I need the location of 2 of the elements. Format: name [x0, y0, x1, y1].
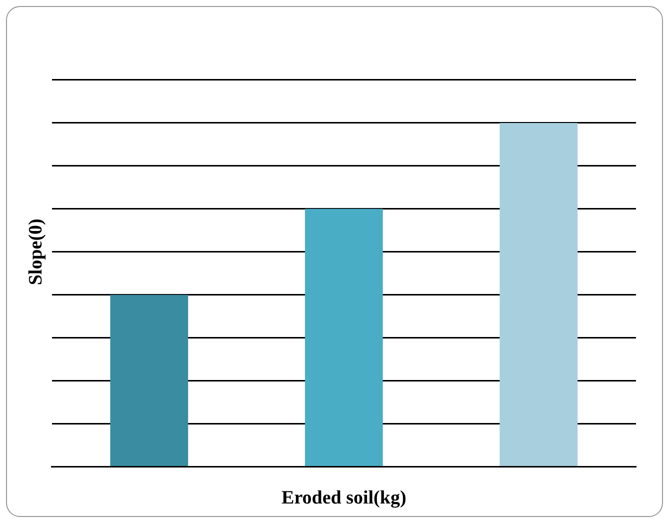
y-axis-title: Slope(0) — [25, 218, 46, 286]
x-axis-title: Eroded soil(kg) — [282, 488, 406, 509]
